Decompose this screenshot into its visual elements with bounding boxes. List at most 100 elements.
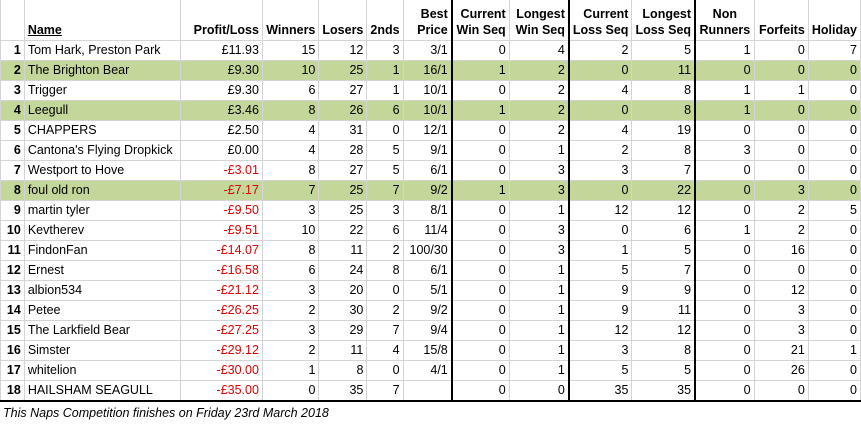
cell-profit-loss: £9.30 [179, 79, 263, 101]
cell-losers: 8 [318, 359, 368, 381]
cell-current-loss-seq: 2 [567, 39, 633, 61]
cell-best-price: 9/2 [402, 299, 453, 321]
cell-rank: 5 [0, 119, 25, 141]
cell-current-win-seq: 0 [450, 259, 510, 281]
cell-profit-loss: £9.30 [179, 59, 263, 81]
cell-forfeits: 0 [753, 39, 809, 61]
cell-holiday: 0 [807, 179, 861, 201]
cell-name: The Brighton Bear [23, 59, 181, 81]
cell-name: Simster [23, 339, 181, 361]
cell-longest-loss-seq: 35 [631, 379, 697, 402]
cell-winners: 7 [261, 179, 320, 201]
cell-current-win-seq: 0 [450, 379, 510, 402]
cell-longest-win-seq: 3 [508, 219, 570, 241]
cell-current-loss-seq: 35 [567, 379, 633, 402]
cell-longest-loss-seq: 7 [631, 259, 697, 281]
cell-winners: 4 [261, 139, 320, 161]
cell-rank: 1 [0, 39, 25, 61]
cell-seconds: 3 [366, 39, 404, 61]
cell-best-price: 9/4 [402, 319, 453, 341]
cell-holiday: 0 [807, 379, 861, 402]
cell-non-runners: 3 [694, 139, 755, 161]
cell-best-price: 12/1 [402, 119, 453, 141]
cell-profit-loss: £0.00 [179, 139, 263, 161]
cell-seconds: 6 [366, 219, 404, 241]
cell-profit-loss: -£16.58 [179, 259, 263, 281]
cell-seconds: 7 [366, 319, 404, 341]
cell-longest-win-seq: 2 [508, 119, 570, 141]
cell-profit-loss: -£3.01 [179, 159, 263, 181]
cell-longest-loss-seq: 5 [631, 239, 697, 261]
cell-longest-win-seq: 1 [508, 259, 570, 281]
cell-current-win-seq: 0 [450, 139, 510, 161]
cell-holiday: 1 [807, 339, 861, 361]
cell-rank: 3 [0, 79, 25, 101]
cell-profit-loss: -£9.51 [179, 219, 263, 241]
cell-losers: 11 [318, 239, 368, 261]
cell-current-loss-seq: 0 [567, 179, 633, 201]
cell-winners: 10 [261, 219, 320, 241]
cell-longest-win-seq: 1 [508, 199, 570, 221]
cell-losers: 25 [318, 59, 368, 81]
cell-rank: 14 [0, 299, 25, 321]
cell-name: FindonFan [23, 239, 181, 261]
header-longest-win-seq: Longest Win Seq [508, 0, 570, 41]
cell-holiday: 0 [807, 239, 861, 261]
cell-profit-loss: -£26.25 [179, 299, 263, 321]
cell-seconds: 0 [366, 359, 404, 381]
cell-holiday: 0 [807, 299, 861, 321]
cell-current-loss-seq: 12 [567, 319, 633, 341]
cell-winners: 3 [261, 279, 320, 301]
league-body: 1 Tom Hark, Preston Park £11.93 15 12 3 3/1 0 4 2… [0, 39, 861, 402]
cell-name: Tom Hark, Preston Park [23, 39, 181, 61]
header-longest-loss-seq: Longest Loss Seq [631, 0, 697, 41]
cell-best-price: 16/1 [402, 59, 453, 81]
cell-holiday: 0 [807, 319, 861, 341]
cell-forfeits: 2 [753, 219, 809, 241]
table-row: 17 whitelion -£30.00 1 8 0 4/1 0 1 5 5 0 26 0 [0, 359, 861, 381]
cell-forfeits: 0 [753, 99, 809, 121]
cell-current-loss-seq: 0 [567, 219, 633, 241]
cell-seconds: 0 [366, 119, 404, 141]
cell-seconds: 5 [366, 159, 404, 181]
cell-profit-loss: -£27.25 [179, 319, 263, 341]
cell-seconds: 1 [366, 59, 404, 81]
league-table: Name Profit/Loss Winners Losers 2nds Bes… [0, 0, 861, 402]
cell-longest-loss-seq: 8 [631, 339, 697, 361]
cell-profit-loss: -£30.00 [179, 359, 263, 381]
cell-longest-win-seq: 1 [508, 339, 570, 361]
table-row: 10 Kevtherev -£9.51 10 22 6 11/4 0 3 0 6 1 2 0 [0, 219, 861, 241]
cell-longest-win-seq: 4 [508, 39, 570, 61]
cell-current-win-seq: 0 [450, 299, 510, 321]
cell-forfeits: 12 [753, 279, 809, 301]
table-row: 18 HAILSHAM SEAGULL -£35.00 0 35 7 0 0 35 35 0 0 0 [0, 379, 861, 402]
header-holiday: Holiday [807, 0, 861, 41]
cell-forfeits: 0 [753, 379, 809, 402]
table-row: 4 Leegull £3.46 8 26 6 10/1 1 2 0 8 1 0 0 [0, 99, 861, 121]
cell-current-loss-seq: 2 [567, 139, 633, 161]
cell-longest-win-seq: 1 [508, 299, 570, 321]
cell-best-price: 6/1 [402, 259, 453, 281]
cell-longest-loss-seq: 5 [631, 39, 697, 61]
cell-name: Kevtherev [23, 219, 181, 241]
header-current-win-seq: Current Win Seq [450, 0, 510, 41]
cell-non-runners: 0 [694, 359, 755, 381]
cell-rank: 8 [0, 179, 25, 201]
footnote: This Naps Competition finishes on Friday… [3, 406, 329, 420]
cell-current-loss-seq: 4 [567, 119, 633, 141]
cell-rank: 2 [0, 59, 25, 81]
cell-forfeits: 0 [753, 139, 809, 161]
cell-profit-loss: £11.93 [179, 39, 263, 61]
cell-holiday: 0 [807, 139, 861, 161]
cell-losers: 27 [318, 79, 368, 101]
cell-winners: 8 [261, 99, 320, 121]
cell-losers: 24 [318, 259, 368, 281]
cell-holiday: 0 [807, 219, 861, 241]
cell-winners: 3 [261, 199, 320, 221]
cell-longest-win-seq: 3 [508, 179, 570, 201]
cell-holiday: 0 [807, 159, 861, 181]
cell-rank: 17 [0, 359, 25, 381]
cell-rank: 13 [0, 279, 25, 301]
cell-seconds: 2 [366, 299, 404, 321]
